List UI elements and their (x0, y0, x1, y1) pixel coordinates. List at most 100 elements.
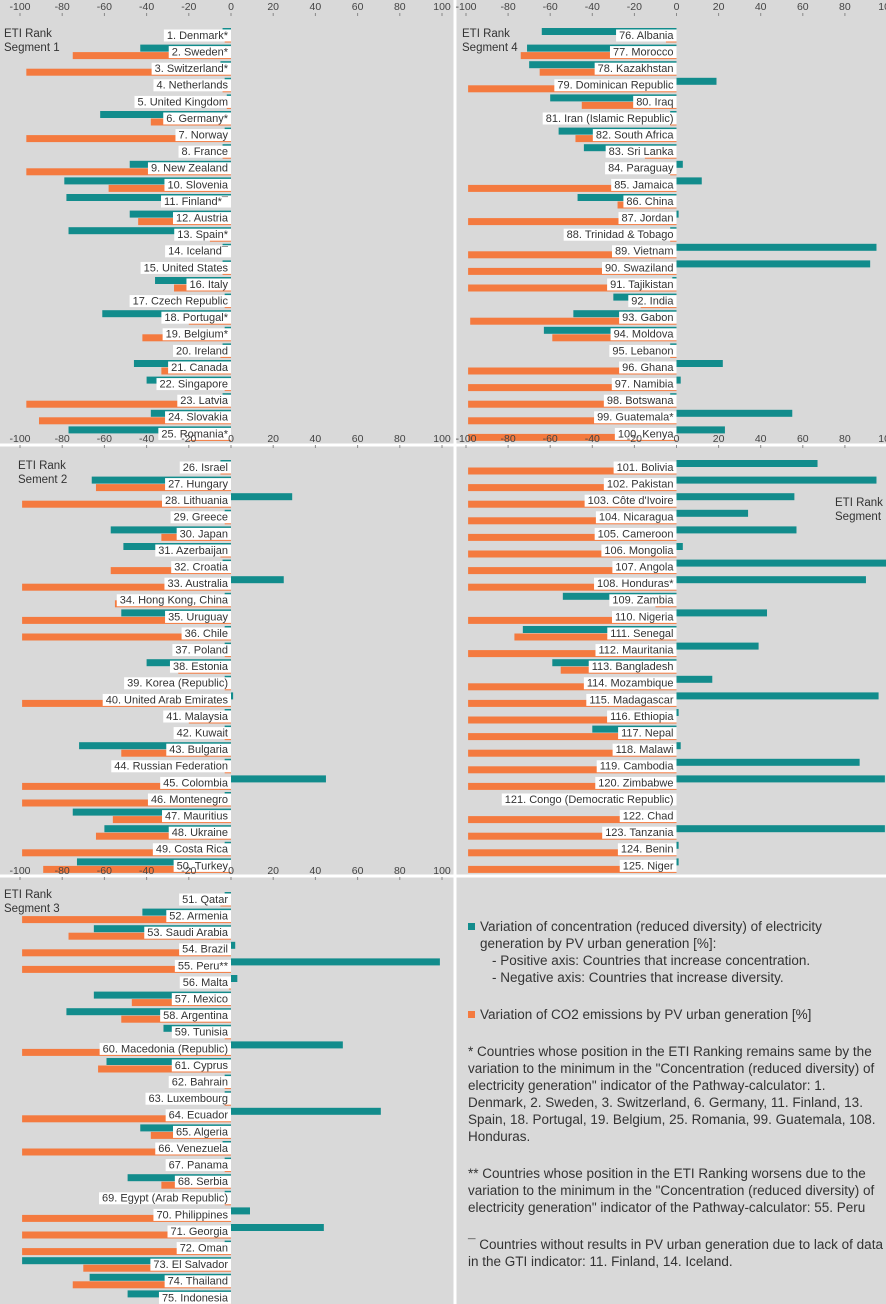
category-label: 30. Japan (180, 528, 228, 540)
bar (468, 517, 677, 525)
footnote: * Countries whose position in the ETI Ra… (468, 1044, 876, 1144)
x-tick-label: 80 (394, 865, 406, 877)
bar (550, 94, 677, 102)
x-tick-label: -100 (9, 1, 30, 13)
category-label: 36. Chile (185, 628, 228, 640)
x-tick-label: 100 (878, 433, 886, 445)
label-bg (165, 411, 231, 424)
label-bg (603, 394, 677, 407)
bar (72, 808, 231, 816)
bar (676, 758, 860, 766)
label-bg (588, 660, 677, 673)
category-label: 28. Lithuania (165, 495, 229, 507)
label-bg (605, 145, 677, 158)
category-label: 7. Norway (178, 130, 228, 142)
bar (22, 616, 231, 624)
label-bg (161, 195, 231, 208)
x-tick-label: -100 (455, 1, 476, 13)
category-label: 114. Mozambique (587, 678, 674, 690)
category-label: 102. Pakistan (607, 479, 674, 491)
category-label: 79. Dominican Republic (557, 80, 674, 92)
label-bg (554, 79, 677, 92)
label-bg (134, 95, 231, 108)
label-bg (177, 394, 231, 407)
label-bg (165, 1159, 231, 1172)
bar (676, 675, 713, 683)
category-label: 122. Chad (623, 811, 674, 823)
label-bg (164, 577, 231, 590)
x-tick-label: 40 (755, 433, 767, 445)
label-bg (162, 810, 231, 823)
category-label: 31. Azerbaijan (158, 545, 228, 557)
label-bg (163, 29, 231, 42)
label-bg (595, 776, 677, 789)
x-tick-label: -100 (9, 865, 30, 877)
x-tick-label: 0 (674, 433, 680, 445)
category-label: 70. Philippines (156, 1209, 228, 1221)
category-label: 119. Cambodia (600, 761, 675, 773)
bar (676, 742, 681, 750)
category-label: 57. Mexico (175, 994, 228, 1006)
x-tick-label: 20 (713, 433, 725, 445)
category-label: 104. Nicaragua (599, 512, 674, 524)
bar (676, 243, 877, 251)
x-tick-label: 20 (267, 1, 279, 13)
label-bg (616, 29, 677, 42)
category-label: 45. Colombia (163, 777, 229, 789)
bar (676, 210, 679, 218)
category-label: 62. Bahrain (172, 1077, 228, 1089)
bar (468, 400, 677, 408)
category-label: 8. France (182, 146, 228, 158)
bar (520, 52, 677, 60)
label-bg (612, 610, 677, 623)
label-bg (609, 594, 677, 607)
label-bg (607, 710, 677, 723)
label-bg (166, 910, 231, 923)
panel-title: ETI Rank (4, 28, 52, 40)
bar (98, 1065, 231, 1073)
label-bg (607, 627, 677, 640)
label-bg (594, 577, 677, 590)
category-label: 15. United States (144, 262, 229, 274)
category-label: 74. Thailand (168, 1276, 228, 1288)
bar (231, 1041, 343, 1049)
x-tick-label: 60 (797, 1, 809, 13)
label-bg (165, 478, 231, 491)
bar (22, 1257, 231, 1265)
category-label: 75. Indonesia (162, 1292, 229, 1304)
bar (468, 583, 677, 591)
category-label: 3. Switzerland* (155, 63, 229, 75)
bar (468, 716, 677, 724)
category-label: 91. Tajikistan (610, 279, 673, 291)
label-bg (164, 1275, 231, 1288)
category-label: 9. New Zealand (151, 163, 228, 175)
bar (676, 709, 679, 716)
bar (676, 692, 879, 700)
label-bg (617, 843, 677, 856)
label-bg (583, 677, 677, 690)
x-tick-label: 60 (352, 433, 364, 445)
x-tick-label: 60 (352, 1, 364, 13)
bar (231, 1107, 381, 1115)
bar (26, 400, 231, 408)
category-label: 52. Armenia (169, 911, 229, 923)
category-label: 21. Canada (171, 362, 229, 374)
bar (22, 916, 231, 924)
label-bg (171, 1059, 231, 1072)
category-label: 50. Turkey (177, 860, 229, 872)
category-label: 88. Trinidad & Tobago (567, 229, 674, 241)
category-label: 66. Venezuela (158, 1143, 229, 1155)
bar (26, 135, 231, 143)
label-bg (610, 328, 677, 341)
label-bg (151, 62, 231, 75)
bar (676, 642, 759, 650)
category-label: 41. Malaysia (166, 711, 229, 723)
bar (468, 218, 677, 226)
label-bg (613, 461, 677, 474)
category-label: 90. Swaziland (605, 262, 674, 274)
bar (22, 1148, 231, 1156)
label-bg (605, 162, 677, 175)
bar (468, 699, 677, 707)
bar (110, 567, 231, 575)
label-bg (173, 859, 231, 872)
